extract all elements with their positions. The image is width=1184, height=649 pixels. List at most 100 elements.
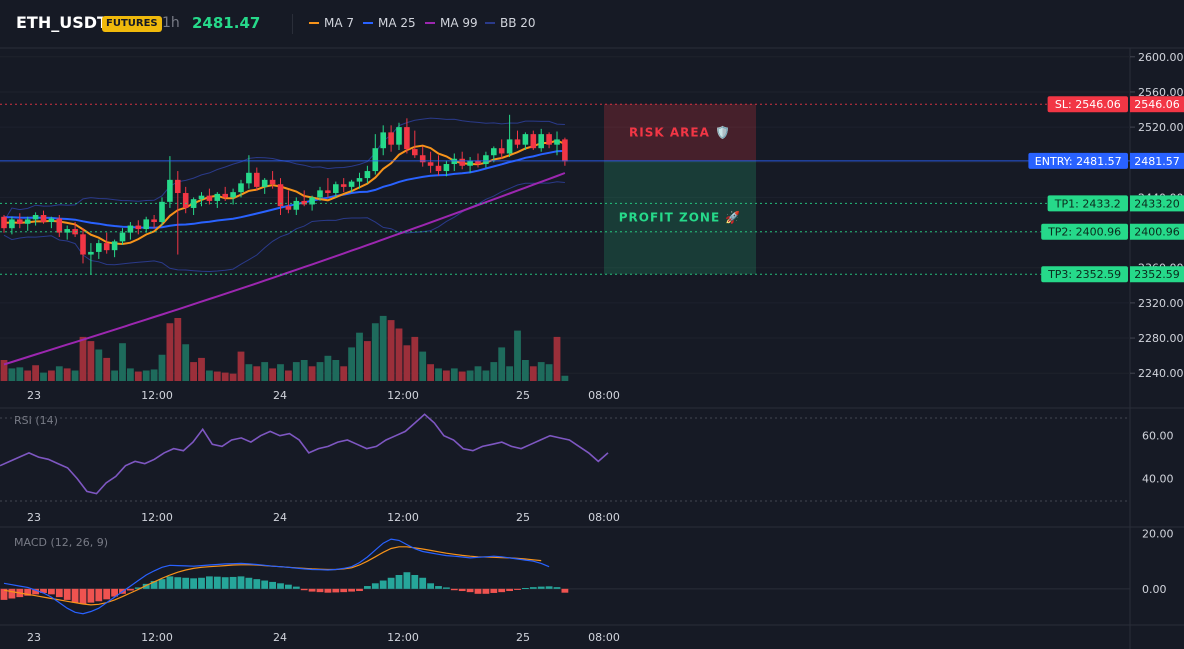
volume-bar: [553, 336, 561, 381]
price-tag-box-tp3: [1130, 266, 1184, 283]
level-label-tp2: TP2: 2400.96: [1047, 226, 1121, 239]
symbol-name[interactable]: ETH_USDT: [16, 13, 108, 32]
volume-bar: [221, 372, 229, 381]
volume-bar: [127, 368, 134, 381]
legend-ma25-label: MA 25: [378, 16, 416, 30]
candle-body: [522, 134, 529, 145]
macd-histogram-bar: [79, 588, 87, 605]
macd-histogram-bar: [324, 588, 332, 593]
candle-body: [238, 183, 244, 193]
macd-histogram-bar: [134, 587, 142, 589]
macd-histogram-bar: [498, 588, 506, 593]
macd-histogram-bar: [87, 588, 95, 603]
x-tick-label: 25: [516, 389, 530, 402]
macd-histogram-bar: [127, 588, 134, 591]
candle-body: [459, 158, 465, 166]
x-tick-label: 24: [273, 511, 287, 524]
volume-bar: [348, 347, 355, 381]
macd-y-tick-label: 20.00: [1142, 528, 1174, 541]
macd-histogram-bar: [292, 586, 300, 589]
volume-bar: [466, 370, 474, 381]
candle-body: [159, 201, 165, 223]
legend-ma99[interactable]: MA 99: [425, 16, 478, 30]
macd-histogram-bar: [95, 588, 103, 602]
macd-histogram-bar: [213, 576, 221, 589]
candle-body: [506, 139, 513, 154]
macd-histogram-bar: [24, 588, 32, 596]
x-tick-label: 12:00: [387, 631, 419, 644]
candle-body: [56, 218, 63, 233]
candle-body: [175, 179, 181, 194]
macd-histogram-bar: [63, 588, 71, 600]
risk-area-zone: [604, 104, 756, 161]
legend-ma25[interactable]: MA 25: [363, 16, 416, 30]
x-tick-label: 25: [516, 631, 530, 644]
x-tick-label: 12:00: [141, 511, 173, 524]
macd-histogram-bar: [340, 588, 348, 593]
timeframe-label[interactable]: 1h: [162, 15, 180, 31]
candle-body: [9, 219, 15, 229]
volume-bar: [24, 370, 32, 381]
candle-body: [530, 134, 537, 149]
macd-histogram-bar: [522, 587, 529, 589]
price-tag-tp1: 2433.20: [1134, 197, 1180, 210]
candle-body: [435, 165, 442, 172]
price-tag-box-tp1: [1130, 195, 1184, 212]
volume-bar: [261, 362, 269, 381]
macd-histogram-bar: [221, 577, 229, 589]
candle-body: [451, 158, 458, 165]
candle-body: [380, 132, 386, 149]
volume-bar: [198, 357, 205, 381]
legend-bb20[interactable]: BB 20: [485, 16, 536, 30]
volume-bar: [324, 355, 332, 381]
legend-bb20-swatch: [485, 22, 495, 24]
macd-histogram-bar: [466, 588, 474, 593]
ma7-line: [3, 139, 566, 246]
candle-body: [514, 139, 521, 145]
macd-histogram-bar: [443, 587, 450, 589]
candle-body: [483, 155, 489, 165]
candle-body: [1, 216, 7, 229]
legend-ma7[interactable]: MA 7: [309, 16, 354, 30]
volume-bar: [119, 343, 126, 381]
candle-body: [96, 243, 102, 252]
x-tick-label: 23: [27, 511, 41, 524]
ma25-line: [3, 149, 565, 229]
macd-histogram-bar: [490, 588, 498, 593]
candle-body: [309, 197, 315, 205]
candle-body: [554, 139, 560, 145]
volume-bar: [379, 315, 387, 381]
macd-histogram-bar: [190, 578, 197, 589]
candle-body: [198, 195, 205, 200]
macd-histogram-bar: [166, 576, 174, 589]
volume-bar: [529, 366, 537, 381]
legend-ma25-swatch: [363, 22, 373, 24]
candle-body: [443, 164, 450, 172]
y-tick-label: 2240.00: [1138, 367, 1184, 380]
volume-bar: [245, 364, 253, 381]
volume-bar: [253, 366, 261, 381]
macd-title: MACD (12, 26, 9): [14, 536, 108, 549]
macd-histogram-bar: [553, 587, 561, 589]
volume-bar: [142, 370, 150, 381]
macd-histogram-bar: [316, 588, 324, 593]
macd-y-tick-label: 0.00: [1142, 583, 1167, 596]
volume-bar: [427, 364, 434, 381]
macd-histogram-bar: [419, 577, 427, 589]
volume-bar: [387, 320, 395, 381]
volume-bar: [332, 360, 340, 381]
volume-bar: [316, 362, 324, 381]
candle-body: [388, 132, 394, 145]
macd-histogram-bar: [300, 588, 308, 591]
candle-body: [293, 200, 300, 210]
macd-histogram-bar: [182, 577, 190, 589]
volume-bar: [79, 336, 87, 381]
level-label-entry: ENTRY: 2481.57: [1035, 155, 1122, 168]
volume-bar: [411, 336, 419, 381]
volume-bar: [482, 370, 490, 381]
candle-body: [372, 148, 379, 172]
macd-histogram-bar: [285, 584, 292, 589]
candle-body: [88, 251, 94, 255]
bb-lower-line: [3, 181, 565, 273]
